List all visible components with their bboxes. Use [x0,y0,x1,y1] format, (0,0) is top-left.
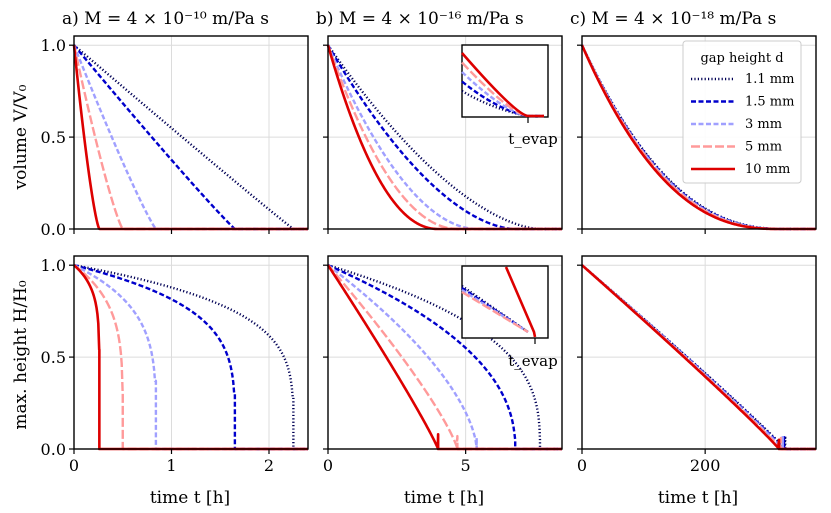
series-b-height-1.1mm [327,264,563,451]
xlabel-b: time t [h] [404,488,484,508]
legend-label-1.1mm: 1.1 mm [745,72,794,87]
series-c-volume-3mm [580,44,817,231]
inset-volume: t_evap [461,44,558,148]
inset-height-label: t_evap [508,352,557,370]
axes-frame-a-bottom [73,255,309,450]
legend-label-1.5mm: 1.5 mm [745,95,794,110]
inset-volume-label: t_evap [508,130,557,148]
xtick-label-b-1: 5 [461,456,471,475]
axes-frame-c-bottom [581,255,817,450]
ytick-label-1-0: 0.0 [41,440,66,459]
legend-label-3mm: 3 mm [745,117,782,132]
xtick-label-b-0: 0 [323,456,333,475]
axes-frame-c-top [581,35,817,230]
series-b-volume-1.1mm [327,44,563,231]
ytick-label-0-2: 1.0 [41,36,66,55]
series-b-height-5mm [327,264,563,451]
ylabel-volume: volume V/V₀ [11,84,31,190]
legend-label-10mm: 10 mm [745,162,790,177]
panel-title-c: c) M = 4 × 10⁻¹⁸ m/Pa s [570,9,776,29]
panel-title-a: a) M = 4 × 10⁻¹⁰ m/Pa s [62,9,269,29]
series-c-height-10mm [581,264,817,451]
axes-frame-b-bottom [327,255,563,450]
panel-title-b: b) M = 4 × 10⁻¹⁶ m/Pa s [316,9,524,29]
tick-layer: 0.0 0.5 1.0 0 1 2 0.0 0.5 1.0 0 5 0 200 [41,36,721,475]
inset-volume-series-10mm [461,52,544,118]
ytick-label-1-2: 1.0 [41,256,66,275]
inset-height: t_evap [461,265,558,370]
ytick-label-0-0: 0.0 [41,220,66,239]
xtick-label-c-1: 200 [690,456,721,475]
axes-frame-b-top [327,35,563,230]
series-b-volume-3mm [326,44,563,231]
legend-title: gap height d [700,51,783,66]
xtick-label-a-2: 2 [264,456,274,475]
ylabel-height: max. height H/H₀ [11,280,31,430]
series-a-height-1.5mm [73,264,309,451]
inset-height-series-5mm [461,290,529,334]
ytick-label-1-1: 0.5 [41,348,66,367]
axes-frame-a-top [73,35,309,230]
xlabel-c: time t [h] [658,488,738,508]
inset-height-series-10mm [504,266,537,338]
legend-label-5mm: 5 mm [745,140,782,155]
legend: gap height d 1.1 mm 1.5 mm 3 mm 5 mm 10 mm [682,40,802,184]
ytick-label-0-1: 0.5 [41,128,66,147]
series-a-volume-1.1mm [73,44,309,231]
inset-volume-series-1.1mm [461,89,544,118]
xtick-label-a-1: 1 [166,456,176,475]
xtick-label-c-0: 0 [577,456,587,475]
xtick-label-a-0: 0 [69,456,79,475]
frame-layer [73,35,817,450]
xlabel-a: time t [h] [150,488,230,508]
